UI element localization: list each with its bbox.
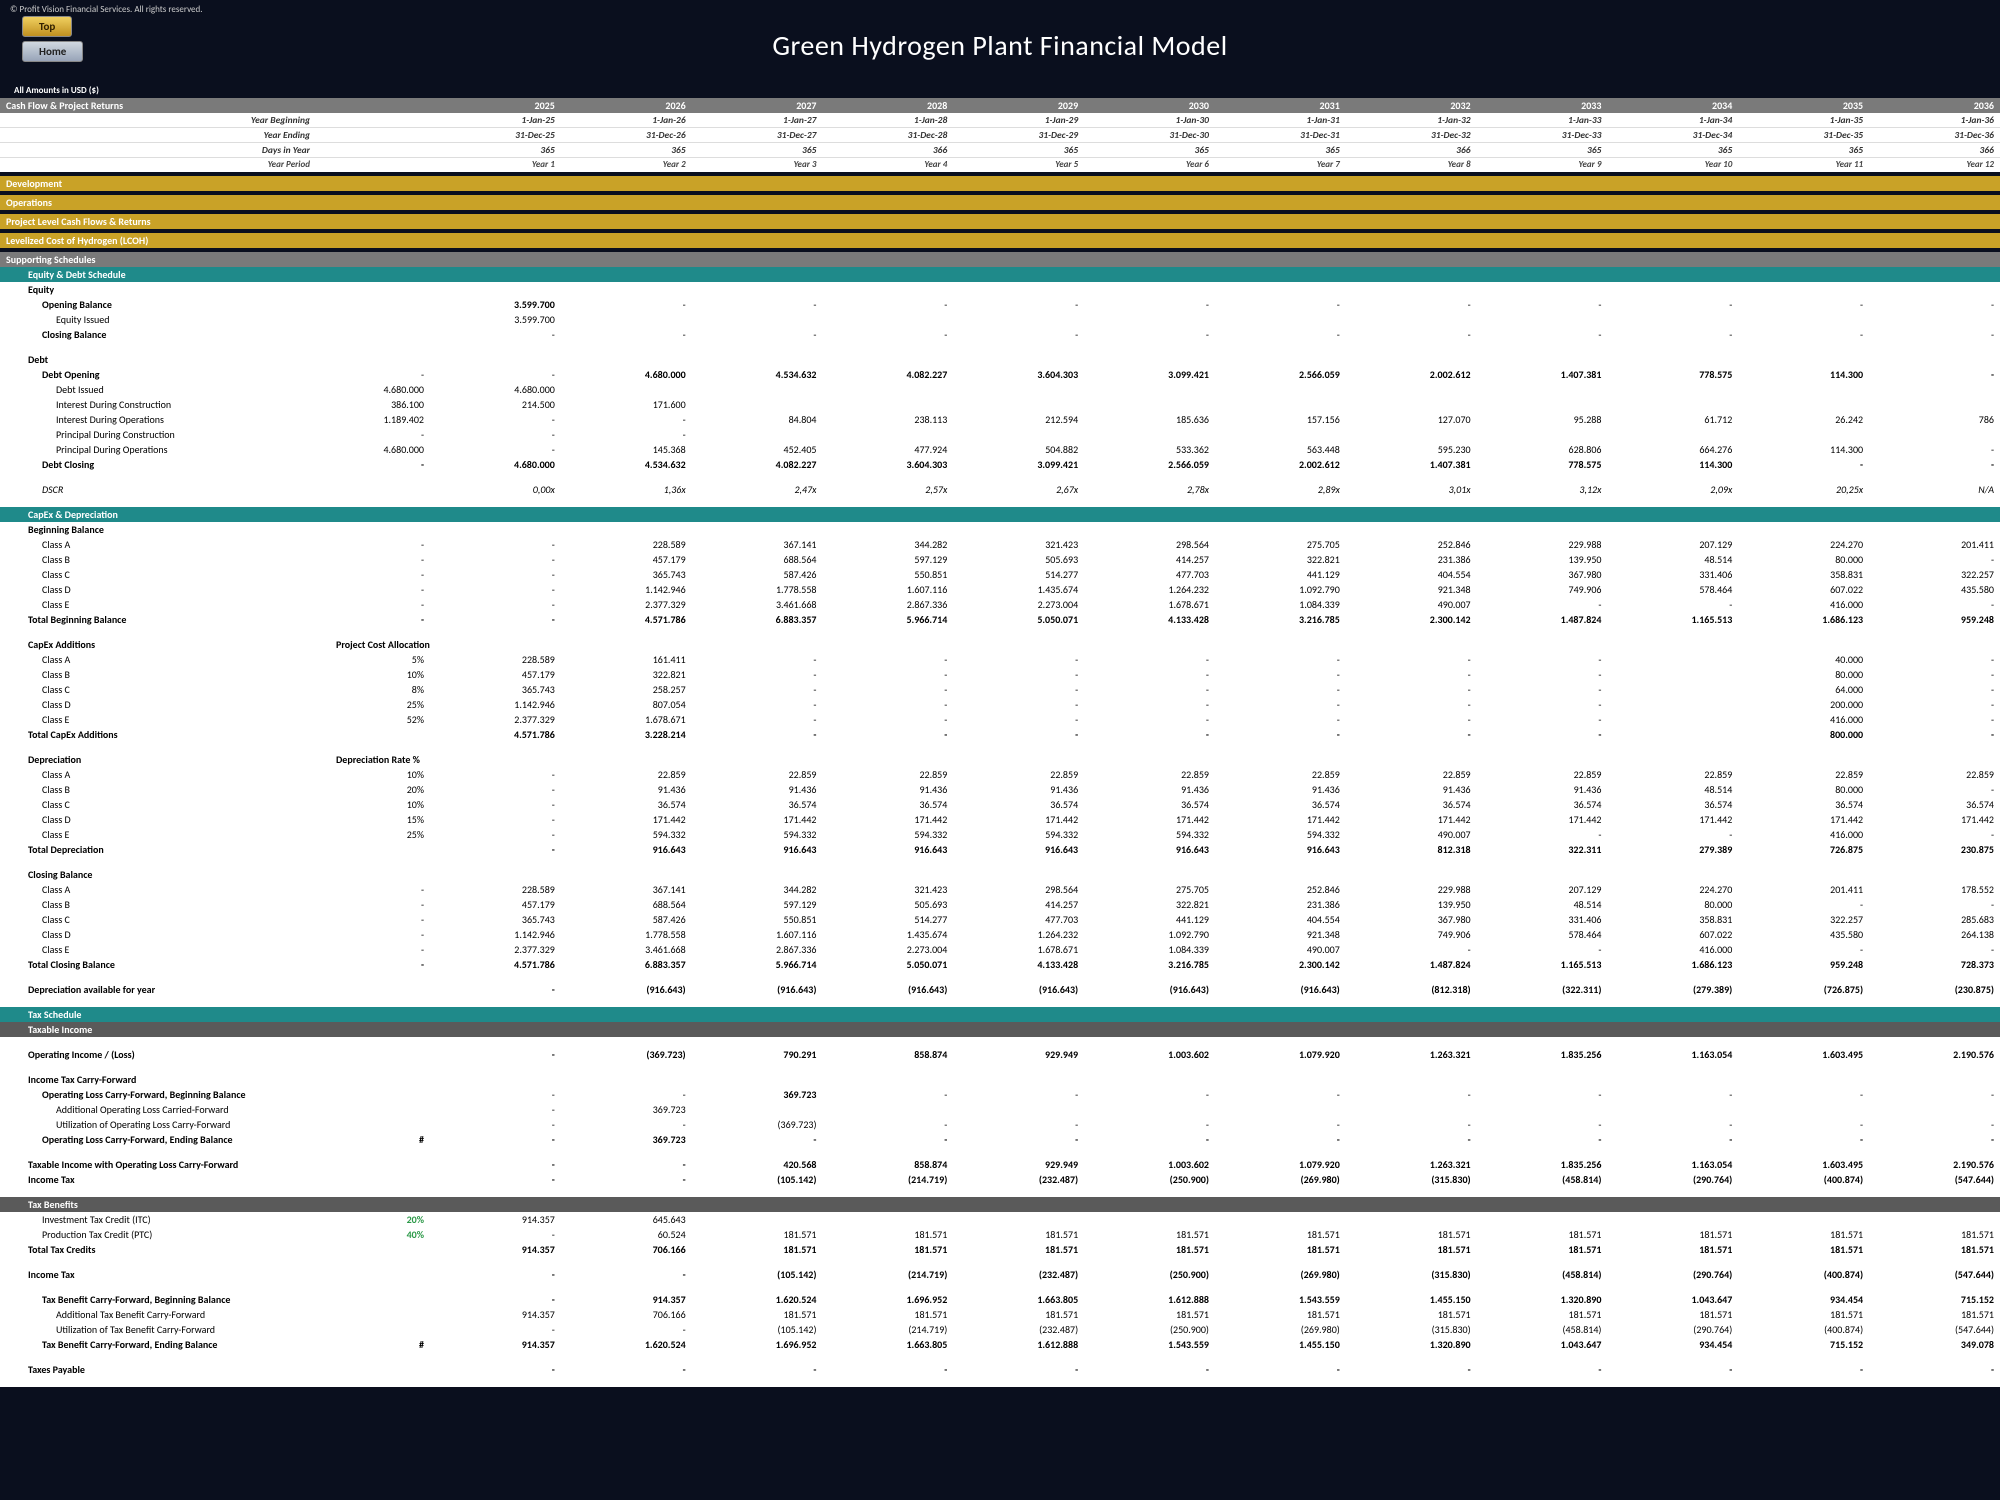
section-supporting[interactable]: Supporting Schedules [0,252,2000,267]
section-eqdebt[interactable]: Equity & Debt Schedule [0,267,2000,282]
amounts-label: All Amounts in USD ($) [0,81,2000,98]
section-operations[interactable]: Operations [0,195,2000,210]
section-development[interactable]: Development [0,176,2000,191]
section-tax[interactable]: Tax Schedule [0,1007,2000,1022]
section-lcoh[interactable]: Levelized Cost of Hydrogen (LCOH) [0,233,2000,248]
section-cashflow: Cash Flow & Project Returns [0,98,430,113]
section-plcf[interactable]: Project Level Cash Flows & Returns [0,214,2000,229]
financial-model-table: Cash Flow & Project Returns 202520262027… [0,98,2000,1387]
home-button[interactable]: Home [22,41,83,62]
page-title: Green Hydrogen Plant Financial Model [0,0,2000,63]
section-capex[interactable]: CapEx & Depreciation [0,507,2000,522]
top-button[interactable]: Top [22,16,72,37]
